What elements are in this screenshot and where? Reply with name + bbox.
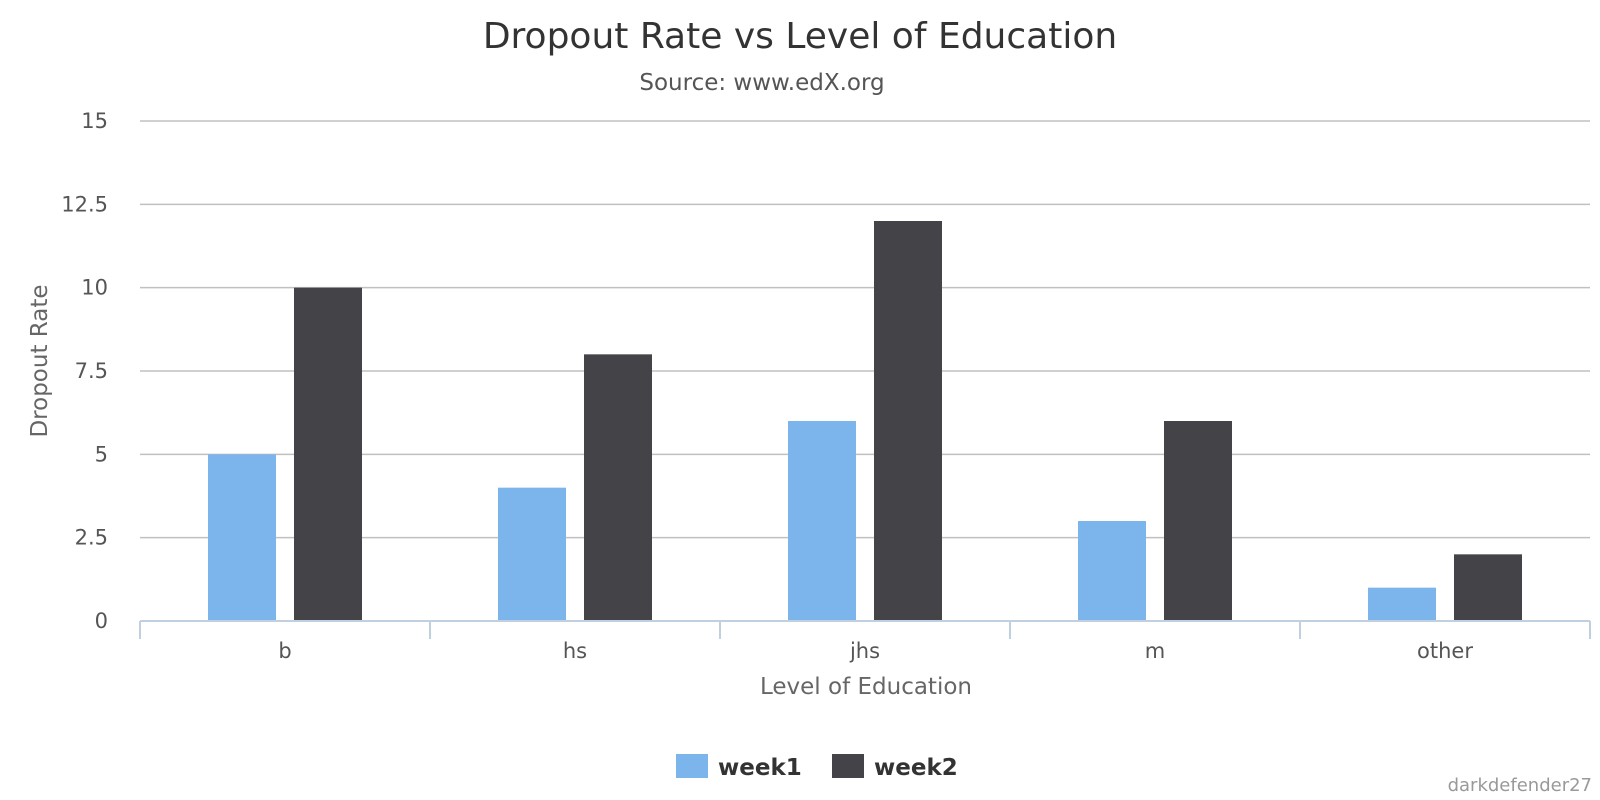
legend-label: week1 [718,755,802,781]
y-tick-label: 2.5 [75,526,108,550]
chart-subtitle: Source: www.edX.org [639,70,884,96]
legend-item-week2[interactable]: week2 [832,754,958,781]
legend-swatch [676,754,708,778]
chart-title: Dropout Rate vs Level of Education [483,16,1117,57]
y-tick-label: 12.5 [61,192,108,216]
x-tick-label: jhs [849,639,880,663]
x-tick-label: m [1145,639,1165,663]
legend-swatch [832,754,864,778]
y-tick-label: 15 [81,109,108,133]
bar-week1-hs[interactable] [498,487,566,621]
y-tick-label: 5 [95,442,108,466]
bar-week1-other[interactable] [1368,587,1436,621]
y-tick-label: 7.5 [75,359,108,383]
credit-text: darkdefender27 [1448,775,1592,796]
bar-week2-b[interactable] [294,287,362,621]
bar-week2-jhs[interactable] [874,221,942,621]
y-axis-title: Dropout Rate [27,284,53,437]
bar-week1-b[interactable] [208,454,276,621]
legend: week1 week2 [676,754,958,781]
bar-week1-jhs[interactable] [788,421,856,621]
bar-week2-hs[interactable] [584,354,652,621]
x-tick-label: b [278,639,291,663]
y-axis-ticks: 0 2.5 5 7.5 10 12.5 15 [61,109,108,633]
bar-week2-other[interactable] [1454,554,1522,621]
legend-label: week2 [874,755,958,781]
bar-week1-m[interactable] [1078,521,1146,621]
x-tick-label: other [1417,639,1473,663]
y-tick-label: 10 [81,276,108,300]
gridlines [140,120,1590,539]
legend-item-week1[interactable]: week1 [676,754,802,781]
x-axis [139,620,1591,639]
x-axis-ticks: b hs jhs m other [278,639,1473,663]
x-tick-label: hs [563,639,587,663]
bars [208,221,1522,621]
x-axis-title: Level of Education [760,674,972,700]
y-tick-label: 0 [95,609,108,633]
bar-week2-m[interactable] [1164,421,1232,621]
